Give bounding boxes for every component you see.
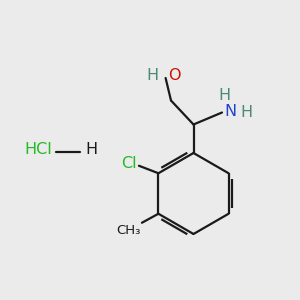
Text: O: O — [168, 68, 181, 83]
Text: H: H — [218, 88, 230, 104]
Text: H: H — [147, 68, 159, 83]
Text: H: H — [85, 142, 97, 157]
Text: CH₃: CH₃ — [116, 224, 140, 237]
Text: N: N — [224, 103, 236, 118]
Text: Cl: Cl — [121, 156, 136, 171]
Text: HCl: HCl — [24, 142, 52, 157]
Text: H: H — [240, 105, 252, 120]
